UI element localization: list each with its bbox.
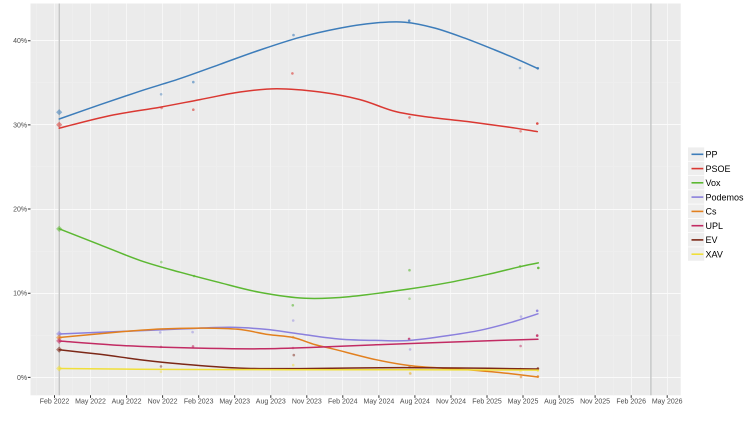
svg-text:Vox: Vox (706, 178, 722, 188)
svg-text:Nov 2022: Nov 2022 (148, 399, 178, 406)
svg-text:20%: 20% (13, 207, 27, 214)
svg-text:Aug 2022: Aug 2022 (112, 399, 142, 406)
svg-text:Nov 2025: Nov 2025 (580, 399, 610, 406)
svg-text:PP: PP (706, 150, 718, 160)
svg-text:Cs: Cs (706, 207, 717, 217)
svg-text:May 2022: May 2022 (75, 399, 106, 406)
svg-text:40%: 40% (13, 38, 27, 45)
svg-text:May 2023: May 2023 (219, 399, 250, 406)
svg-text:May 2026: May 2026 (652, 399, 683, 406)
svg-text:Nov 2023: Nov 2023 (292, 399, 322, 406)
svg-text:0%: 0% (17, 375, 27, 382)
svg-text:EV: EV (706, 235, 718, 245)
svg-text:UPL: UPL (706, 221, 724, 231)
svg-text:PSOE: PSOE (706, 164, 731, 174)
svg-text:XAV: XAV (706, 249, 723, 259)
svg-text:Aug 2025: Aug 2025 (544, 399, 574, 406)
svg-text:Aug 2024: Aug 2024 (400, 399, 430, 406)
svg-text:Feb 2023: Feb 2023 (184, 399, 214, 406)
svg-text:30%: 30% (13, 122, 27, 129)
svg-text:Feb 2025: Feb 2025 (472, 399, 502, 406)
svg-text:Podemos: Podemos (706, 192, 745, 202)
svg-text:Aug 2023: Aug 2023 (256, 399, 286, 406)
svg-text:May 2024: May 2024 (364, 399, 395, 406)
svg-text:Nov 2024: Nov 2024 (436, 399, 466, 406)
svg-text:Feb 2024: Feb 2024 (328, 399, 358, 406)
svg-text:Feb 2026: Feb 2026 (616, 399, 646, 406)
svg-text:Feb 2022: Feb 2022 (40, 399, 70, 406)
svg-text:May 2025: May 2025 (508, 399, 539, 406)
svg-text:10%: 10% (13, 291, 27, 298)
